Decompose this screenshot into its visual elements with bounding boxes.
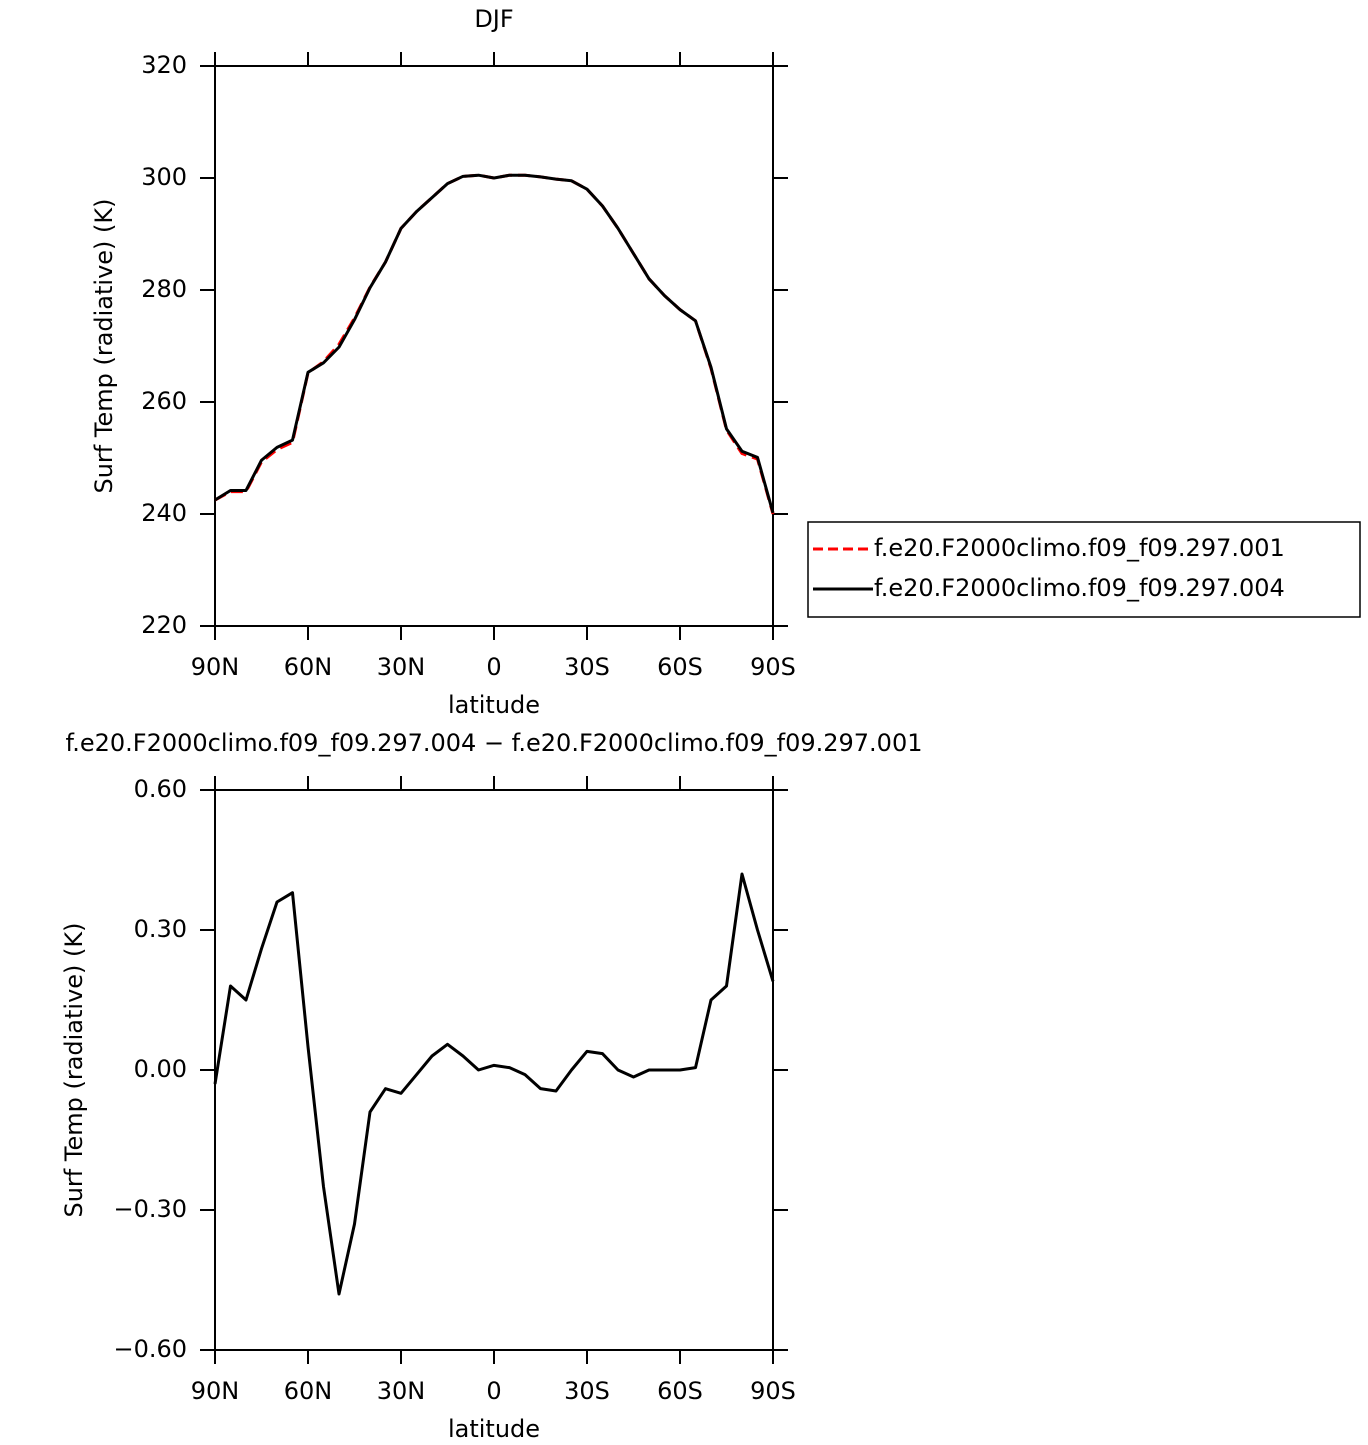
x-tick-label: 30N [377,653,426,681]
x-tick-label: 0 [486,1377,501,1405]
y-tick-label: 0.00 [134,1055,187,1083]
chart-title: f.e20.F2000climo.f09_f09.297.004 − f.e20… [66,729,923,757]
legend-label: f.e20.F2000climo.f09_f09.297.004 [874,574,1285,602]
y-axis-label: Surf Temp (radiative) (K) [60,922,88,1217]
data-line [213,872,775,1296]
y-tick-label: 240 [141,499,187,527]
y-tick-label: −0.60 [113,1335,187,1363]
y-tick-label: 320 [141,51,187,79]
x-tick-label: 30N [377,1377,426,1405]
x-tick-label: 90N [191,653,240,681]
y-tick-label: 220 [141,611,187,639]
y-tick-label: 260 [141,387,187,415]
y-tick-label: 300 [141,163,187,191]
legend-label: f.e20.F2000climo.f09_f09.297.001 [874,534,1285,562]
y-tick-label: 280 [141,275,187,303]
x-axis-label: latitude [448,1415,540,1443]
y-tick-label: 0.60 [134,775,187,803]
x-tick-label: 60S [657,1377,703,1405]
data-line [214,173,775,514]
x-tick-label: 60N [284,653,333,681]
plot-frame [214,65,774,627]
y-tick-label: −0.30 [113,1195,187,1223]
chart-title: DJF [474,5,513,33]
x-tick-label: 60S [657,653,703,681]
x-tick-label: 90S [750,653,796,681]
x-tick-label: 30S [564,1377,610,1405]
x-tick-label: 0 [486,653,501,681]
y-axis-label: Surf Temp (radiative) (K) [90,198,118,493]
x-tick-label: 90N [191,1377,240,1405]
x-tick-label: 30S [564,653,610,681]
x-tick-label: 60N [284,1377,333,1405]
x-tick-label: 90S [750,1377,796,1405]
data-line [214,173,775,515]
legend-box [807,521,1361,618]
y-tick-label: 0.30 [134,915,187,943]
x-axis-label: latitude [448,691,540,719]
